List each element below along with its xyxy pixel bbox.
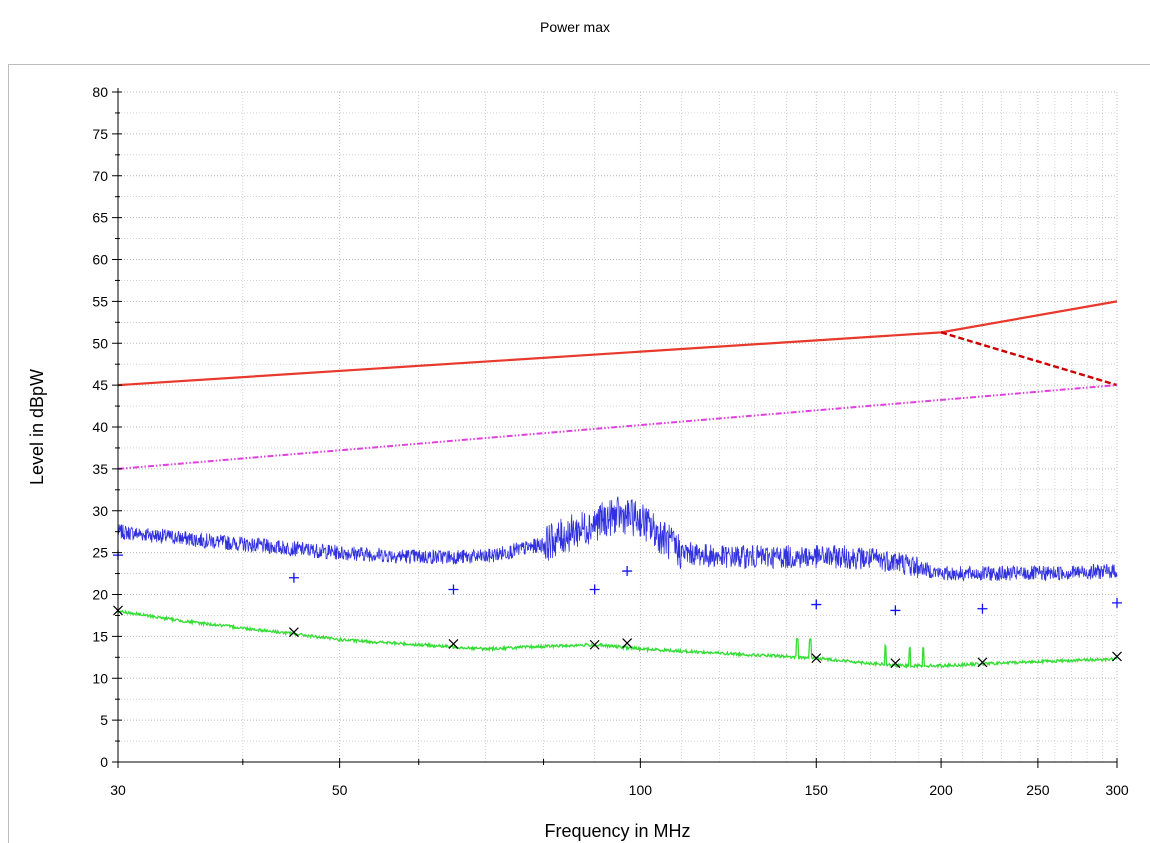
x-tick-label: 250	[1026, 782, 1050, 798]
x-tick-label: 100	[629, 782, 653, 798]
y-tick-label: 5	[100, 712, 108, 728]
average-marker	[622, 638, 633, 648]
y-tick-label: 45	[92, 377, 108, 393]
y-tick-label: 35	[92, 461, 108, 477]
peak-marker	[448, 584, 459, 595]
y-tick-label: 20	[92, 587, 108, 603]
limit-line-dashed	[940, 331, 1118, 387]
x-axis-title: Frequency in MHz	[544, 821, 690, 841]
y-tick-label: 75	[92, 126, 108, 142]
y-tick-label: 30	[92, 503, 108, 519]
grid	[117, 91, 1118, 763]
average-marker	[977, 657, 988, 668]
y-tick-label: 50	[92, 335, 108, 351]
average-marker	[589, 639, 600, 650]
x-tick-label: 150	[805, 782, 829, 798]
peak-trace	[117, 496, 1118, 582]
peak-marker	[622, 566, 633, 577]
x-tick-label: 200	[929, 782, 953, 798]
average-marker	[288, 627, 299, 638]
chart-title: Power max	[539, 19, 611, 35]
average-marker	[890, 658, 901, 669]
limit-line-avg	[117, 384, 1118, 470]
x-tick-label: 30	[110, 782, 126, 798]
average-marker	[811, 653, 822, 664]
peak-marker	[811, 599, 822, 610]
y-tick-label: 55	[92, 293, 108, 309]
peak-marker	[288, 572, 299, 583]
peak-marker	[589, 584, 600, 595]
y-tick-label: 25	[92, 545, 108, 561]
plot-frame	[8, 64, 1150, 843]
y-axis-title: Level in dBpW	[27, 369, 47, 485]
peak-marker	[890, 605, 901, 616]
average-trace	[117, 609, 1118, 670]
y-tick-label: 60	[92, 252, 108, 268]
x-tick-label: 50	[332, 782, 348, 798]
y-tick-label: 40	[92, 419, 108, 435]
peak-marker	[977, 603, 988, 614]
axes: 0 5 10 15 20 25 30 35 40 45 50 55 60 65 70 75 80 30 50 100 1…	[92, 84, 1128, 798]
y-tick-label: 15	[92, 628, 108, 644]
y-tick-label: 70	[92, 168, 108, 184]
y-tick-label: 80	[92, 84, 108, 100]
y-tick-label: 65	[92, 210, 108, 226]
series	[113, 300, 1122, 670]
peak-marker	[1112, 597, 1122, 608]
y-tick-label: 10	[92, 670, 108, 686]
average-marker	[1112, 651, 1122, 662]
y-tick-label: 0	[100, 754, 108, 770]
average-marker	[448, 638, 459, 649]
x-tick-label: 300	[1105, 782, 1129, 798]
